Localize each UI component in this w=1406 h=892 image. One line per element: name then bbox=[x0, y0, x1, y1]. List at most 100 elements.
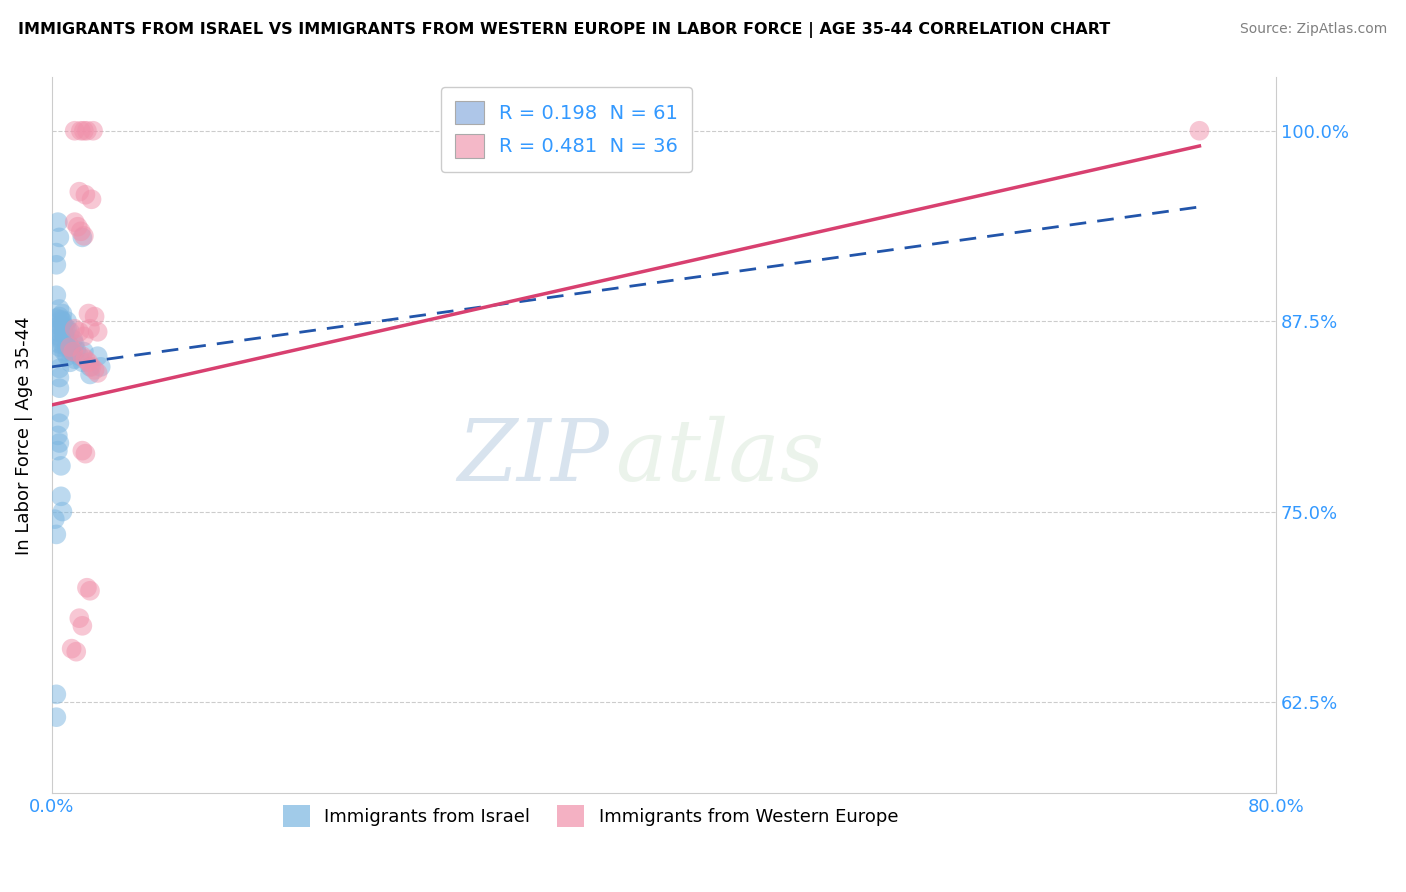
Point bbox=[46, 215, 69, 229]
Point bbox=[48, 337, 70, 351]
Point bbox=[48, 310, 70, 324]
Point bbox=[63, 337, 86, 351]
Point bbox=[65, 645, 87, 659]
Point bbox=[48, 405, 70, 419]
Point bbox=[86, 325, 108, 339]
Point bbox=[51, 322, 73, 336]
Point bbox=[72, 619, 94, 633]
Point bbox=[59, 340, 82, 354]
Point bbox=[1188, 124, 1211, 138]
Point bbox=[53, 326, 76, 341]
Point bbox=[73, 124, 96, 138]
Point bbox=[45, 245, 67, 260]
Point bbox=[66, 219, 89, 234]
Point bbox=[63, 124, 86, 138]
Point bbox=[48, 340, 70, 354]
Point bbox=[59, 325, 82, 339]
Point bbox=[48, 436, 70, 450]
Point bbox=[55, 322, 77, 336]
Point bbox=[48, 416, 70, 430]
Point bbox=[56, 349, 79, 363]
Text: ZIP: ZIP bbox=[457, 416, 609, 499]
Point bbox=[73, 344, 96, 359]
Point bbox=[56, 322, 79, 336]
Point bbox=[77, 355, 100, 369]
Point bbox=[79, 322, 101, 336]
Point bbox=[80, 359, 103, 374]
Point bbox=[63, 352, 86, 367]
Point bbox=[73, 228, 96, 243]
Point bbox=[49, 489, 72, 503]
Point bbox=[44, 512, 66, 526]
Point bbox=[86, 366, 108, 380]
Point bbox=[90, 359, 112, 374]
Point bbox=[67, 611, 90, 625]
Point bbox=[72, 230, 94, 244]
Point bbox=[48, 230, 70, 244]
Point bbox=[80, 192, 103, 206]
Point bbox=[75, 187, 97, 202]
Point bbox=[45, 527, 67, 541]
Point bbox=[48, 361, 70, 376]
Point bbox=[59, 355, 82, 369]
Point bbox=[51, 314, 73, 328]
Point bbox=[72, 349, 94, 363]
Point bbox=[60, 641, 83, 656]
Point bbox=[76, 581, 98, 595]
Point bbox=[76, 124, 98, 138]
Point bbox=[69, 124, 91, 138]
Point bbox=[72, 355, 94, 369]
Point bbox=[73, 329, 96, 343]
Point bbox=[69, 224, 91, 238]
Point bbox=[79, 359, 101, 374]
Point bbox=[51, 504, 73, 518]
Point bbox=[46, 443, 69, 458]
Point bbox=[67, 185, 90, 199]
Point bbox=[63, 322, 86, 336]
Point bbox=[48, 318, 70, 333]
Point bbox=[51, 306, 73, 320]
Point bbox=[60, 344, 83, 359]
Point bbox=[58, 337, 80, 351]
Point bbox=[75, 352, 97, 367]
Point bbox=[72, 443, 94, 458]
Point bbox=[48, 381, 70, 395]
Point bbox=[65, 343, 87, 357]
Point bbox=[45, 311, 67, 326]
Point bbox=[83, 363, 105, 377]
Point bbox=[45, 710, 67, 724]
Legend: Immigrants from Israel, Immigrants from Western Europe: Immigrants from Israel, Immigrants from … bbox=[276, 798, 905, 834]
Point bbox=[46, 325, 69, 339]
Point bbox=[86, 349, 108, 363]
Point bbox=[48, 351, 70, 365]
Point bbox=[53, 318, 76, 333]
Point bbox=[79, 583, 101, 598]
Y-axis label: In Labor Force | Age 35-44: In Labor Force | Age 35-44 bbox=[15, 316, 32, 555]
Point bbox=[55, 329, 77, 343]
Point bbox=[48, 370, 70, 384]
Point bbox=[56, 314, 79, 328]
Point bbox=[49, 312, 72, 326]
Point bbox=[67, 325, 90, 339]
Point bbox=[48, 329, 70, 343]
Point bbox=[63, 215, 86, 229]
Point bbox=[48, 301, 70, 316]
Point bbox=[45, 687, 67, 701]
Point bbox=[56, 340, 79, 354]
Point bbox=[82, 124, 104, 138]
Text: atlas: atlas bbox=[614, 416, 824, 499]
Point bbox=[53, 344, 76, 359]
Point bbox=[67, 349, 90, 363]
Point bbox=[79, 368, 101, 382]
Point bbox=[75, 447, 97, 461]
Point bbox=[77, 306, 100, 320]
Point bbox=[46, 428, 69, 442]
Point bbox=[48, 322, 70, 336]
Point bbox=[49, 333, 72, 347]
Point bbox=[62, 333, 84, 347]
Point bbox=[51, 337, 73, 351]
Text: Source: ZipAtlas.com: Source: ZipAtlas.com bbox=[1240, 22, 1388, 37]
Point bbox=[49, 458, 72, 473]
Point bbox=[45, 288, 67, 302]
Point bbox=[62, 344, 84, 359]
